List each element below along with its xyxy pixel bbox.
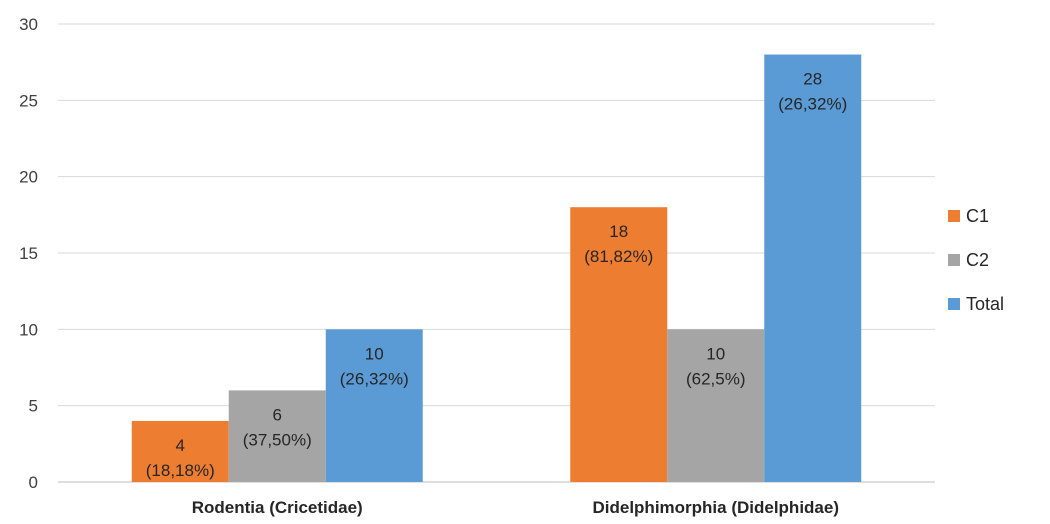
y-tick-label: 10 <box>19 320 38 339</box>
y-tick-label: 30 <box>19 15 38 34</box>
legend-label-c2: C2 <box>966 250 989 270</box>
legend-swatch-total <box>948 298 960 310</box>
data-label-line: (62,5%) <box>686 369 746 388</box>
y-axis-ticks: 0 5 10 15 20 25 30 <box>19 15 38 492</box>
gridlines <box>58 23 935 483</box>
data-label-line: (18,18%) <box>146 461 215 480</box>
bar-c2-0 <box>228 390 326 482</box>
data-label: 10 (62,5%) <box>686 344 746 388</box>
data-label-line: 4 <box>176 436 185 455</box>
x-category-label: Didelphimorphia (Didelphidae) <box>592 498 839 517</box>
data-label-line: 10 <box>706 344 725 363</box>
legend-label-total: Total <box>966 294 1004 314</box>
data-label-line: 18 <box>609 222 628 241</box>
data-label-line: 28 <box>803 70 822 89</box>
y-tick-label: 15 <box>19 244 38 263</box>
bars <box>131 54 862 483</box>
legend-swatch-c2 <box>948 254 960 266</box>
bar-c1-0 <box>131 420 229 482</box>
data-label: 6 (37,50%) <box>243 405 312 449</box>
x-category-label: Rodentia (Cricetidae) <box>192 498 363 517</box>
data-label-line: (37,50%) <box>243 430 312 449</box>
data-label-line: (26,32%) <box>340 369 409 388</box>
y-tick-label: 5 <box>29 397 38 416</box>
bar-total-0 <box>325 329 423 482</box>
y-tick-label: 0 <box>29 473 38 492</box>
data-label: 4 (18,18%) <box>146 436 215 480</box>
data-label-line: 10 <box>365 344 384 363</box>
data-label-line: (81,82%) <box>584 247 653 266</box>
data-label-line: (26,32%) <box>778 95 847 114</box>
y-tick-label: 20 <box>19 168 38 187</box>
data-label: 18 (81,82%) <box>584 222 653 266</box>
data-label-line: 6 <box>273 405 282 424</box>
data-label: 10 (26,32%) <box>340 344 409 388</box>
data-label: 28 (26,32%) <box>778 70 847 114</box>
bar-c2-1 <box>667 329 765 482</box>
y-tick-label: 25 <box>19 91 38 110</box>
legend: C1 C2 Total <box>948 206 1004 314</box>
legend-swatch-c1 <box>948 210 960 222</box>
x-axis: Rodentia (Cricetidae) Didelphimorphia (Di… <box>192 498 839 517</box>
legend-label-c1: C1 <box>966 206 989 226</box>
bar-c1-1 <box>570 207 668 482</box>
bar-total-1 <box>764 54 862 483</box>
data-labels: 4 (18,18%) 6 (37,50%) 10 (26,32%) 18 (81,82%) 10… <box>146 70 847 480</box>
